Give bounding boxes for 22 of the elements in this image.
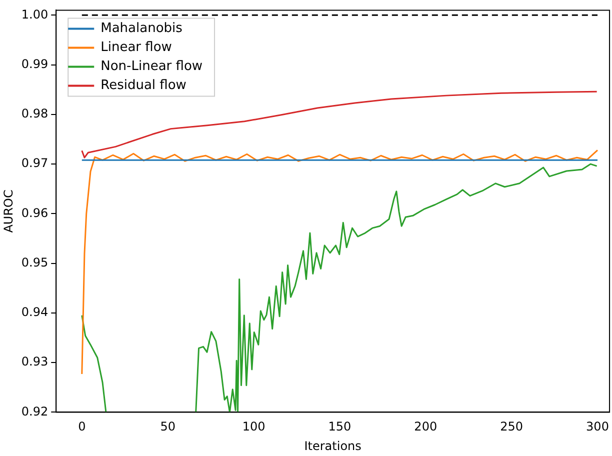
y-tick-label: 0.96 (21, 206, 48, 220)
y-tick-label: 0.95 (21, 255, 48, 270)
legend-label: Mahalanobis (100, 21, 183, 36)
legend-label: Residual flow (100, 78, 187, 94)
x-axis-title: Iterations (304, 438, 362, 453)
y-tick-label: 0.93 (21, 354, 48, 369)
legend-label: Linear flow (100, 40, 172, 56)
y-tick-label: 0.94 (21, 305, 48, 320)
x-tick-label: 250 (500, 420, 524, 434)
x-tick-label: 50 (160, 420, 176, 434)
x-tick-label: 300 (586, 420, 609, 434)
y-tick-label: 0.92 (21, 404, 48, 418)
y-tick-label: 0.97 (21, 156, 48, 170)
y-tick-label: 1.00 (21, 7, 48, 22)
legend-label: Non-Linear flow (100, 59, 203, 74)
y-tick-label: 0.99 (21, 56, 48, 71)
x-tick-label: 150 (328, 420, 352, 434)
x-tick-label: 200 (414, 420, 438, 434)
y-tick-label: 0.98 (21, 106, 48, 121)
y-axis-title: AUROC (1, 190, 16, 233)
x-tick-label: 0 (78, 420, 86, 434)
x-tick-label: 100 (242, 420, 266, 434)
